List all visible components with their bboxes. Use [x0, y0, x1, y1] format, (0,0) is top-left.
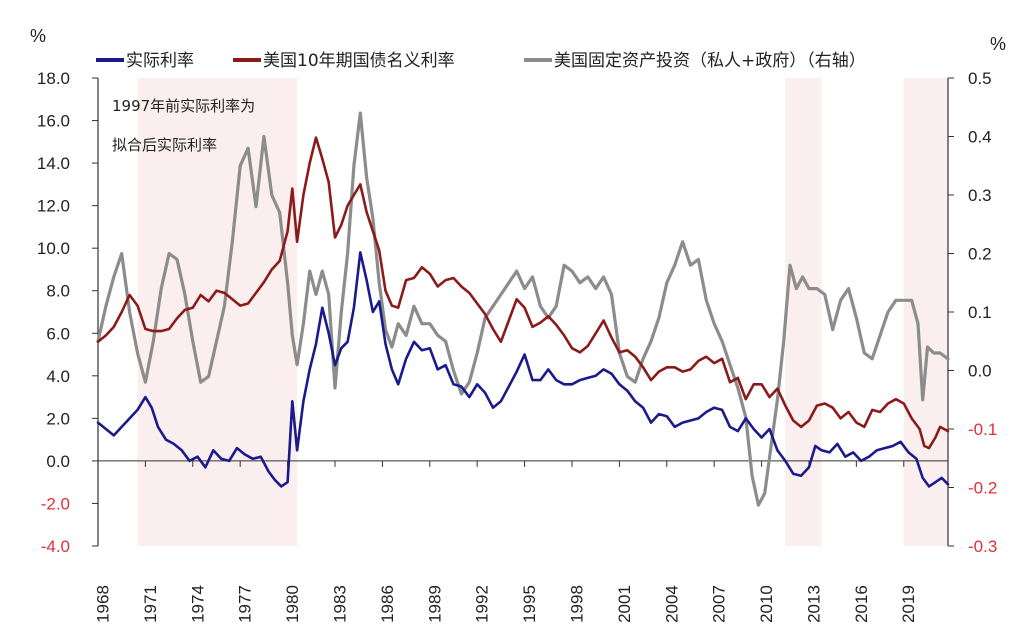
right-tick-label-7: -0.2 [968, 479, 997, 498]
left-tick-label-7: 4.0 [46, 367, 70, 386]
x-tick-label-1986: 1986 [378, 585, 397, 623]
x-tick-label-2019: 2019 [899, 585, 918, 623]
left-tick-label-4: 10.0 [37, 239, 70, 258]
right-unit-label: % [990, 34, 1006, 54]
x-tick-label-1977: 1977 [236, 585, 255, 623]
x-tick-label-2016: 2016 [852, 585, 871, 623]
x-tick-label-2004: 2004 [662, 585, 681, 623]
x-tick-label-2010: 2010 [757, 585, 776, 623]
left-tick-label-9: 0.0 [46, 452, 70, 471]
right-axis-ticks: 0.5 0.4 0.3 0.2 0.1 0.0 -0.1 -0.2 -0.3 [948, 69, 997, 556]
shaded-period-1 [785, 78, 822, 546]
x-tick-label-1995: 1995 [520, 585, 539, 623]
right-tick-label-1: 0.4 [968, 128, 992, 147]
x-tick-label-1992: 1992 [473, 585, 492, 623]
left-tick-label-1: 16.0 [37, 112, 70, 131]
right-tick-label-5: 0.0 [968, 362, 992, 381]
left-tick-label-2: 14.0 [37, 154, 70, 173]
legend-label-real-rate: 实际利率 [126, 51, 194, 71]
right-tick-label-2: 0.3 [968, 186, 992, 205]
shaded-period-0 [137, 78, 298, 546]
legend-label-investment: 美国固定资产投资（私人+政府）（右轴） [554, 51, 866, 71]
shaded-periods [137, 78, 948, 546]
legend-label-nominal-rate: 美国10年期国债名义利率 [263, 51, 455, 71]
x-tick-label-1980: 1980 [283, 585, 302, 623]
x-tick-label-2001: 2001 [615, 585, 634, 623]
x-tick-label-1971: 1971 [141, 585, 160, 623]
right-tick-label-4: 0.1 [968, 303, 992, 322]
left-tick-label-10: -2.0 [41, 494, 70, 513]
x-tick-label-1998: 1998 [567, 585, 586, 623]
series-lines [96, 111, 950, 507]
left-tick-label-11: -4.0 [41, 537, 70, 556]
right-tick-label-0: 0.5 [968, 69, 992, 88]
left-tick-label-3: 12.0 [37, 197, 70, 216]
shaded-period-2 [903, 78, 948, 546]
annotation-line-2: 拟合后实际利率 [112, 136, 217, 154]
left-unit-label: % [30, 26, 46, 46]
left-tick-label-6: 6.0 [46, 324, 70, 343]
left-tick-label-8: 2.0 [46, 409, 70, 428]
series-line-0 [96, 251, 950, 488]
x-tick-label-2007: 2007 [710, 585, 729, 623]
x-tick-label-1968: 1968 [93, 585, 112, 623]
x-tick-label-1983: 1983 [330, 585, 349, 623]
left-tick-label-5: 8.0 [46, 282, 70, 301]
left-tick-label-0: 18.0 [37, 69, 70, 88]
annotation-line-1: 1997年前实际利率为 [112, 97, 255, 115]
x-axis-ticks: 1968 1971 1974 1977 1980 1983 1986 1989 1992 1995… [93, 460, 918, 623]
x-tick-label-1974: 1974 [188, 585, 207, 623]
x-tick-label-2013: 2013 [804, 585, 823, 623]
right-tick-label-3: 0.2 [968, 245, 992, 264]
left-axis-ticks: 18.0 16.0 14.0 12.0 10.0 8.0 6.0 4.0 2.0 0.0 -2.0 -… [37, 69, 98, 556]
legend: 实际利率 美国10年期国债名义利率 美国固定资产投资（私人+政府）（右轴） [96, 51, 866, 71]
series-line-1 [96, 136, 950, 450]
series-line-2 [96, 111, 950, 507]
right-tick-label-6: -0.1 [968, 420, 997, 439]
right-tick-label-8: -0.3 [968, 537, 997, 556]
x-tick-label-1989: 1989 [425, 585, 444, 623]
